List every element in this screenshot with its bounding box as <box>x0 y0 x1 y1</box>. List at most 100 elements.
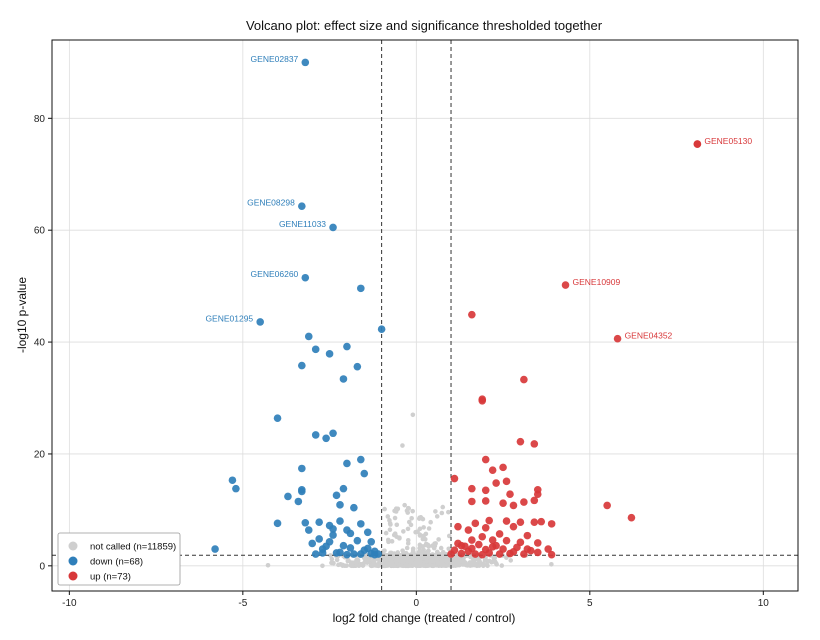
point-down <box>298 464 306 473</box>
y-tick-label: 0 <box>39 561 45 572</box>
point-up <box>537 517 546 526</box>
point-up <box>488 536 497 544</box>
gene-label: GENE11033 <box>279 219 326 229</box>
point-not-called <box>446 546 452 552</box>
point-not-called <box>432 541 437 547</box>
point-not-called <box>360 562 366 567</box>
point-down <box>298 361 306 370</box>
point-not-called <box>425 542 431 548</box>
point-not-called <box>350 560 356 565</box>
point-up <box>561 281 570 289</box>
point-down <box>350 503 358 512</box>
axis-ticks: -10 -5 0 5 10 0 20 40 60 80 <box>34 114 769 609</box>
point-down <box>232 484 240 493</box>
point-up <box>544 545 552 553</box>
point-not-called <box>389 539 395 544</box>
gene-label: GENE06260 <box>251 269 299 279</box>
point-not-called <box>396 555 402 561</box>
point-down <box>343 550 351 559</box>
point-not-called <box>402 502 407 508</box>
point-up <box>523 531 532 540</box>
point-down <box>228 476 237 485</box>
point-not-called <box>329 556 335 562</box>
point-not-called <box>406 506 412 511</box>
legend-label-down: down (n=68) <box>90 557 143 568</box>
point-up <box>523 545 532 553</box>
point-down <box>315 518 323 526</box>
not-called-points <box>265 412 554 569</box>
point-not-called <box>413 529 418 535</box>
point-down <box>336 501 344 509</box>
point-down <box>329 525 337 533</box>
point-up <box>502 517 511 525</box>
point-not-called <box>336 562 341 568</box>
point-not-called <box>453 558 459 564</box>
point-not-called <box>329 560 334 566</box>
threshold-lines <box>52 40 798 591</box>
point-down <box>357 284 365 293</box>
legend-box <box>57 532 181 586</box>
point-not-called <box>401 529 406 534</box>
point-not-called <box>435 549 440 555</box>
point-not-called <box>416 549 422 555</box>
legend-swatch-up <box>68 571 78 581</box>
point-not-called <box>427 559 433 564</box>
point-not-called <box>421 525 426 530</box>
point-not-called <box>409 516 414 521</box>
point-up <box>488 466 497 474</box>
point-down <box>363 528 372 537</box>
point-not-called <box>426 526 432 531</box>
point-down <box>357 520 365 528</box>
point-up <box>502 536 511 545</box>
point-not-called <box>394 534 399 539</box>
point-down <box>315 535 323 543</box>
y-tick-label: 80 <box>34 114 46 125</box>
point-down <box>301 518 310 527</box>
point-up <box>488 543 497 551</box>
point-up <box>464 526 473 534</box>
legend-label-up: up (n=73) <box>90 572 131 583</box>
point-not-called <box>385 561 390 566</box>
point-up <box>509 501 518 510</box>
point-not-called <box>420 536 426 542</box>
point-down <box>273 414 282 422</box>
point-not-called <box>382 548 387 553</box>
y-tick-label: 60 <box>34 226 46 237</box>
point-down <box>357 550 365 558</box>
point-not-called <box>384 552 389 558</box>
point-down <box>329 531 337 539</box>
point-up <box>478 532 487 541</box>
point-not-called <box>344 563 349 568</box>
point-not-called <box>370 563 376 568</box>
point-down <box>301 273 310 282</box>
point-not-called <box>404 545 410 551</box>
point-not-called <box>388 563 394 568</box>
chart-title: Volcano plot: effect size and significan… <box>246 18 603 33</box>
legend-label-not-called: not called (n=11859) <box>90 542 176 553</box>
point-not-called <box>433 509 438 514</box>
point-down <box>311 550 320 558</box>
x-tick-label: 10 <box>758 598 770 609</box>
point-not-called <box>468 560 473 566</box>
point-down <box>336 517 344 525</box>
point-up <box>516 518 525 526</box>
point-not-called <box>328 553 333 558</box>
point-not-called <box>440 504 446 510</box>
gene-label: GENE10909 <box>573 277 621 287</box>
x-tick-label: 0 <box>414 598 420 609</box>
point-up <box>603 501 611 510</box>
grid <box>52 40 798 591</box>
point-not-called <box>408 558 413 563</box>
gene-label: GENE08298 <box>247 198 295 208</box>
point-up <box>468 544 476 553</box>
x-tick-label: 5 <box>587 598 593 609</box>
point-down <box>332 491 341 500</box>
point-down <box>367 537 376 546</box>
point-not-called <box>434 514 440 519</box>
point-up <box>533 490 542 499</box>
y-tick-label: 20 <box>34 449 46 460</box>
point-not-called <box>415 556 421 561</box>
point-down <box>370 550 379 559</box>
legend-swatch-not-called <box>68 541 78 551</box>
